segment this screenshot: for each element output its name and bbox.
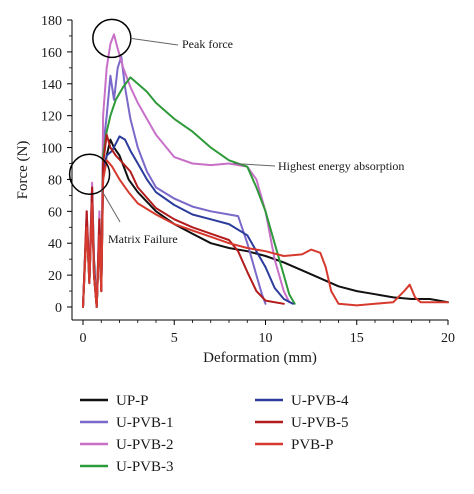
x-tick-label: 0 [80,331,87,346]
x-tick-label: 15 [350,331,364,346]
y-tick-label: 0 [55,301,62,316]
matrix-failure-label: Matrix Failure [108,232,178,246]
y-tick-label: 40 [48,237,62,252]
legend-label-u-pvb-2: U-PVB-2 [116,437,174,453]
legend-label-u-pvb-1: U-PVB-1 [116,415,174,431]
annotation-layer: Peak force Highest energy absorption Matri… [68,18,404,246]
legend-label-u-pvb-5: U-PVB-5 [291,415,349,431]
y-tick-label: 80 [48,173,62,188]
legend-label-u-pvb-3: U-PVB-3 [116,459,174,475]
energy-absorption-label: Highest energy absorption [278,159,404,173]
x-tick-label: 10 [259,331,273,346]
y-tick-label: 180 [41,14,62,29]
legend-label-u-pvb-4: U-PVB-4 [291,393,349,409]
axes-layer [71,20,448,321]
x-tick-label: 20 [441,331,455,346]
x-tick-label: 5 [171,331,178,346]
y-axis-title: Force (N) [15,141,31,200]
y-tick-label: 120 [41,110,62,125]
y-tick-label: 60 [48,205,62,220]
ticks-layer: 0 5 10 15 20 0 20 40 60 80 100 120 140 160 180 [41,14,455,346]
peak-force-label: Peak force [182,37,233,51]
series-layer [82,33,449,308]
y-tick-label: 100 [41,142,62,157]
y-tick-label: 140 [41,78,62,93]
energy-absorption-leader [233,163,276,167]
legend: UP-P U-PVB-1 U-PVB-2 U-PVB-3 U-PVB-4 U-PVB-5 P… [80,393,349,475]
legend-label-pvb-p: PVB-P [291,437,334,453]
y-tick-label: 20 [48,269,62,284]
series-line-pvb-p [82,159,449,308]
y-tick-label: 160 [41,46,62,61]
x-axis-title: Deformation (mm) [203,350,317,366]
matrix-failure-leader [101,190,121,223]
legend-label-up-p: UP-P [116,393,149,409]
peak-force-leader [130,37,179,46]
matrix-failure-circle [68,153,111,196]
